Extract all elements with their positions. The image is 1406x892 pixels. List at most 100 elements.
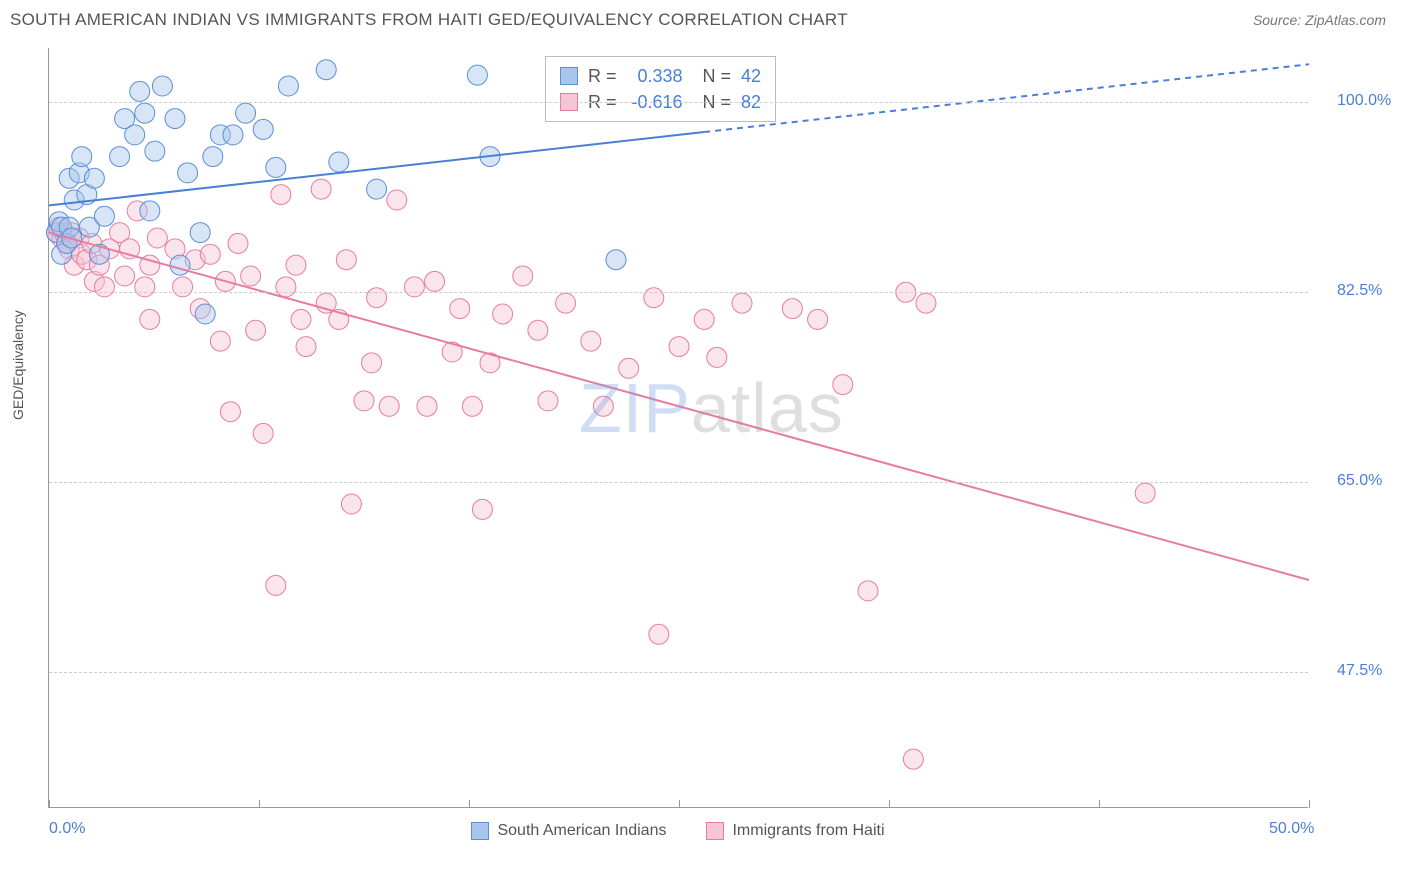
scatter-point-series-b bbox=[140, 309, 160, 329]
scatter-point-series-b bbox=[450, 299, 470, 319]
scatter-point-series-b bbox=[833, 375, 853, 395]
stats-legend-box: R = 0.338 N = 42 R = -0.616 N = 82 bbox=[545, 56, 776, 122]
scatter-point-series-b bbox=[173, 277, 193, 297]
scatter-point-series-a bbox=[316, 60, 336, 80]
scatter-point-series-b bbox=[581, 331, 601, 351]
legend-item-series-b: Immigrants from Haiti bbox=[706, 822, 884, 840]
scatter-point-series-b bbox=[291, 309, 311, 329]
scatter-point-series-b bbox=[649, 624, 669, 644]
chart-area: ZIPatlas R = 0.338 N = 42 R = -0.616 N =… bbox=[48, 48, 1308, 808]
scatter-point-series-b bbox=[210, 331, 230, 351]
scatter-point-series-a bbox=[266, 157, 286, 177]
scatter-point-series-b bbox=[417, 396, 437, 416]
scatter-point-series-b bbox=[404, 277, 424, 297]
scatter-point-series-b bbox=[228, 233, 248, 253]
scatter-point-series-b bbox=[916, 293, 936, 313]
scatter-point-series-a bbox=[178, 163, 198, 183]
scatter-point-series-b bbox=[556, 293, 576, 313]
scatter-point-series-a bbox=[72, 147, 92, 167]
scatter-point-series-b bbox=[286, 255, 306, 275]
x-tick bbox=[1309, 800, 1310, 808]
scatter-point-series-b bbox=[311, 179, 331, 199]
scatter-point-series-b bbox=[271, 185, 291, 205]
gridline-h bbox=[49, 292, 1308, 293]
scatter-point-series-b bbox=[707, 347, 727, 367]
y-axis-label: GED/Equivalency bbox=[10, 310, 26, 420]
gridline-h bbox=[49, 672, 1308, 673]
scatter-point-series-b bbox=[115, 266, 135, 286]
legend-swatch-blue bbox=[471, 822, 489, 840]
y-tick-label: 47.5% bbox=[1337, 662, 1382, 680]
scatter-point-series-b bbox=[513, 266, 533, 286]
scatter-point-series-a bbox=[152, 76, 172, 96]
scatter-point-series-b bbox=[147, 228, 167, 248]
scatter-point-series-b bbox=[472, 499, 492, 519]
scatter-point-series-a bbox=[190, 223, 210, 243]
scatter-point-series-b bbox=[135, 277, 155, 297]
scatter-point-series-b bbox=[694, 309, 714, 329]
scatter-point-series-b bbox=[241, 266, 261, 286]
scatter-point-series-b bbox=[253, 423, 273, 443]
scatter-point-series-b bbox=[732, 293, 752, 313]
y-tick-label: 100.0% bbox=[1337, 92, 1391, 110]
plot-area: ZIPatlas R = 0.338 N = 42 R = -0.616 N =… bbox=[48, 48, 1308, 808]
chart-title: SOUTH AMERICAN INDIAN VS IMMIGRANTS FROM… bbox=[10, 10, 848, 30]
scatter-point-series-b bbox=[425, 271, 445, 291]
gridline-h bbox=[49, 102, 1308, 103]
scatter-point-series-b bbox=[266, 575, 286, 595]
legend-swatch-pink bbox=[706, 822, 724, 840]
stats-r-label-a: R = bbox=[588, 63, 617, 89]
scatter-point-series-a bbox=[165, 109, 185, 129]
scatter-point-series-b bbox=[528, 320, 548, 340]
scatter-point-series-a bbox=[170, 255, 190, 275]
x-tick bbox=[679, 800, 680, 808]
y-tick-label: 65.0% bbox=[1337, 472, 1382, 490]
x-tick bbox=[889, 800, 890, 808]
scatter-point-series-a bbox=[606, 250, 626, 270]
legend-label-series-a: South American Indians bbox=[497, 822, 666, 840]
scatter-point-series-a bbox=[223, 125, 243, 145]
stats-row-series-a: R = 0.338 N = 42 bbox=[560, 63, 761, 89]
scatter-point-series-b bbox=[593, 396, 613, 416]
x-tick bbox=[259, 800, 260, 808]
scatter-point-series-b bbox=[669, 337, 689, 357]
scatter-point-series-b bbox=[220, 402, 240, 422]
scatter-point-series-b bbox=[276, 277, 296, 297]
scatter-point-series-b bbox=[858, 581, 878, 601]
scatter-point-series-b bbox=[200, 244, 220, 264]
legend-item-series-a: South American Indians bbox=[471, 822, 666, 840]
scatter-point-series-b bbox=[246, 320, 266, 340]
scatter-point-series-b bbox=[493, 304, 513, 324]
y-tick-label: 82.5% bbox=[1337, 282, 1382, 300]
scatter-point-series-a bbox=[145, 141, 165, 161]
stats-swatch-blue bbox=[560, 67, 578, 85]
legend-label-series-b: Immigrants from Haiti bbox=[732, 822, 884, 840]
scatter-point-series-a bbox=[236, 103, 256, 123]
header-bar: SOUTH AMERICAN INDIAN VS IMMIGRANTS FROM… bbox=[0, 0, 1406, 35]
scatter-point-series-b bbox=[462, 396, 482, 416]
scatter-point-series-a bbox=[110, 147, 130, 167]
legend: South American Indians Immigrants from H… bbox=[48, 822, 1308, 840]
scatter-point-series-a bbox=[130, 81, 150, 101]
scatter-point-series-b bbox=[367, 288, 387, 308]
scatter-point-series-b bbox=[336, 250, 356, 270]
scatter-point-series-b bbox=[341, 494, 361, 514]
scatter-point-series-a bbox=[467, 65, 487, 85]
scatter-point-series-b bbox=[387, 190, 407, 210]
scatter-point-series-b bbox=[782, 299, 802, 319]
gridline-h bbox=[49, 482, 1308, 483]
scatter-point-series-a bbox=[367, 179, 387, 199]
scatter-point-series-a bbox=[94, 206, 114, 226]
scatter-point-series-b bbox=[619, 358, 639, 378]
scatter-point-series-b bbox=[296, 337, 316, 357]
x-tick bbox=[469, 800, 470, 808]
trend-line-series-a-dashed bbox=[704, 64, 1309, 132]
scatter-point-series-b bbox=[1135, 483, 1155, 503]
scatter-point-series-a bbox=[195, 304, 215, 324]
scatter-point-series-a bbox=[84, 168, 104, 188]
scatter-point-series-a bbox=[140, 201, 160, 221]
x-tick bbox=[49, 800, 50, 808]
scatter-point-series-b bbox=[644, 288, 664, 308]
scatter-point-series-b bbox=[903, 749, 923, 769]
scatter-point-series-a bbox=[135, 103, 155, 123]
